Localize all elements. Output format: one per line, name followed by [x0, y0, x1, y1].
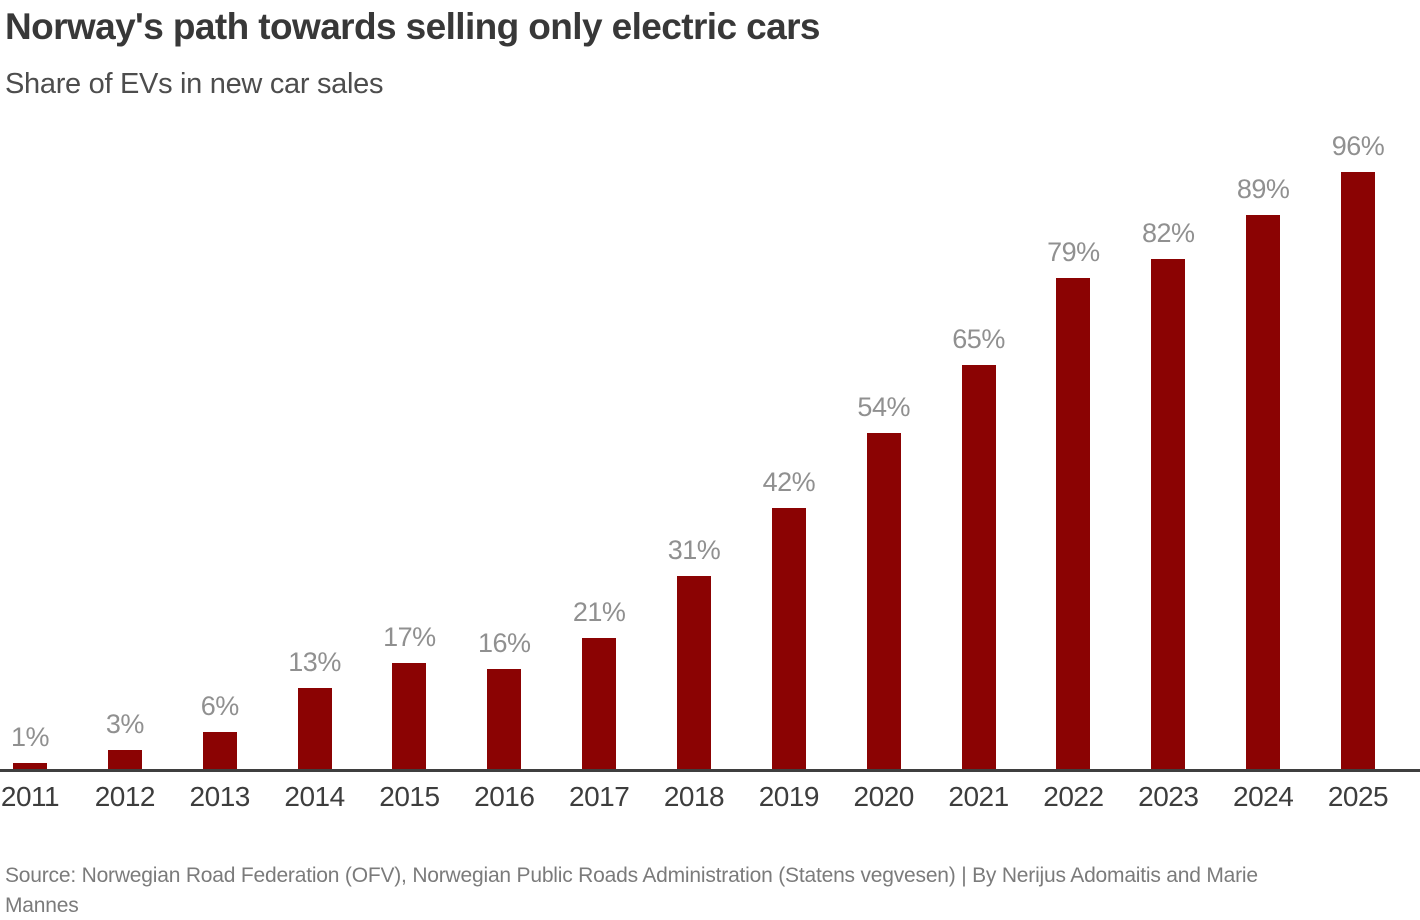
- value-label-2019: 42%: [762, 466, 816, 497]
- x-tick-label-2021: 2021: [948, 781, 1009, 812]
- bar-2019: [771, 507, 806, 769]
- value-label-2011: 1%: [10, 721, 50, 752]
- bar-2016: [487, 669, 522, 769]
- bar-2013: [202, 731, 237, 769]
- x-tick-label-2023: 2023: [1138, 781, 1199, 812]
- value-label-2017: 21%: [572, 597, 626, 628]
- x-tick-label-2024: 2024: [1232, 781, 1294, 812]
- x-tick-label-2022: 2022: [1043, 781, 1104, 812]
- value-label-2016: 16%: [478, 628, 531, 659]
- value-label-2013: 6%: [200, 690, 240, 721]
- value-label-2012: 3%: [105, 709, 145, 740]
- value-label-2024: 89%: [1236, 174, 1290, 205]
- bar-2015: [392, 663, 427, 769]
- value-label-2014: 13%: [288, 647, 341, 678]
- x-tick-label-2017: 2017: [568, 781, 630, 812]
- value-label-2023: 82%: [1142, 217, 1195, 248]
- bar-2018: [676, 576, 711, 769]
- bar-2022: [1056, 277, 1091, 769]
- x-tick-label-2018: 2018: [663, 781, 725, 812]
- x-axis-line: [0, 769, 1420, 772]
- bar-2021: [961, 364, 996, 769]
- x-tick-label-2025: 2025: [1327, 781, 1389, 812]
- value-label-2018: 31%: [667, 535, 721, 566]
- x-tick-label-2011: 2011: [0, 781, 60, 812]
- value-label-2020: 54%: [857, 392, 910, 423]
- bar-2025: [1340, 171, 1375, 769]
- x-axis-tick-labels: 2011 2012 2013 2014 2015 2016 2017 2018 2019 2020…: [0, 783, 1420, 817]
- bar-2020: [866, 433, 901, 769]
- bar-2017: [582, 638, 617, 769]
- plot-area: 1% 3% 6% 13% 17% 16% 21% 31% 42% 54% 65% 79% 82% 89% 9…: [0, 132, 1420, 769]
- x-tick-label-2015: 2015: [379, 781, 440, 812]
- bar-2024: [1246, 215, 1281, 769]
- value-label-2025: 96%: [1331, 130, 1385, 161]
- bar-2023: [1151, 258, 1186, 769]
- chart-subtitle: Share of EVs in new car sales: [5, 68, 384, 100]
- source-caption: Source: Norwegian Road Federation (OFV),…: [5, 864, 1258, 917]
- x-tick-label-2012: 2012: [94, 781, 156, 812]
- x-tick-label-2013: 2013: [189, 781, 251, 812]
- bar-2012: [107, 750, 142, 769]
- x-tick-label-2020: 2020: [853, 781, 915, 812]
- bar-2011: [13, 762, 47, 769]
- x-tick-label-2019: 2019: [758, 781, 820, 812]
- bar-2014: [297, 688, 332, 769]
- value-label-2015: 17%: [383, 622, 436, 653]
- x-tick-label-2016: 2016: [474, 781, 535, 812]
- value-label-2022: 79%: [1047, 236, 1100, 267]
- chart-title: Norway's path towards selling only elect…: [5, 6, 820, 47]
- x-tick-label-2014: 2014: [284, 781, 345, 812]
- value-label-2021: 65%: [952, 323, 1005, 354]
